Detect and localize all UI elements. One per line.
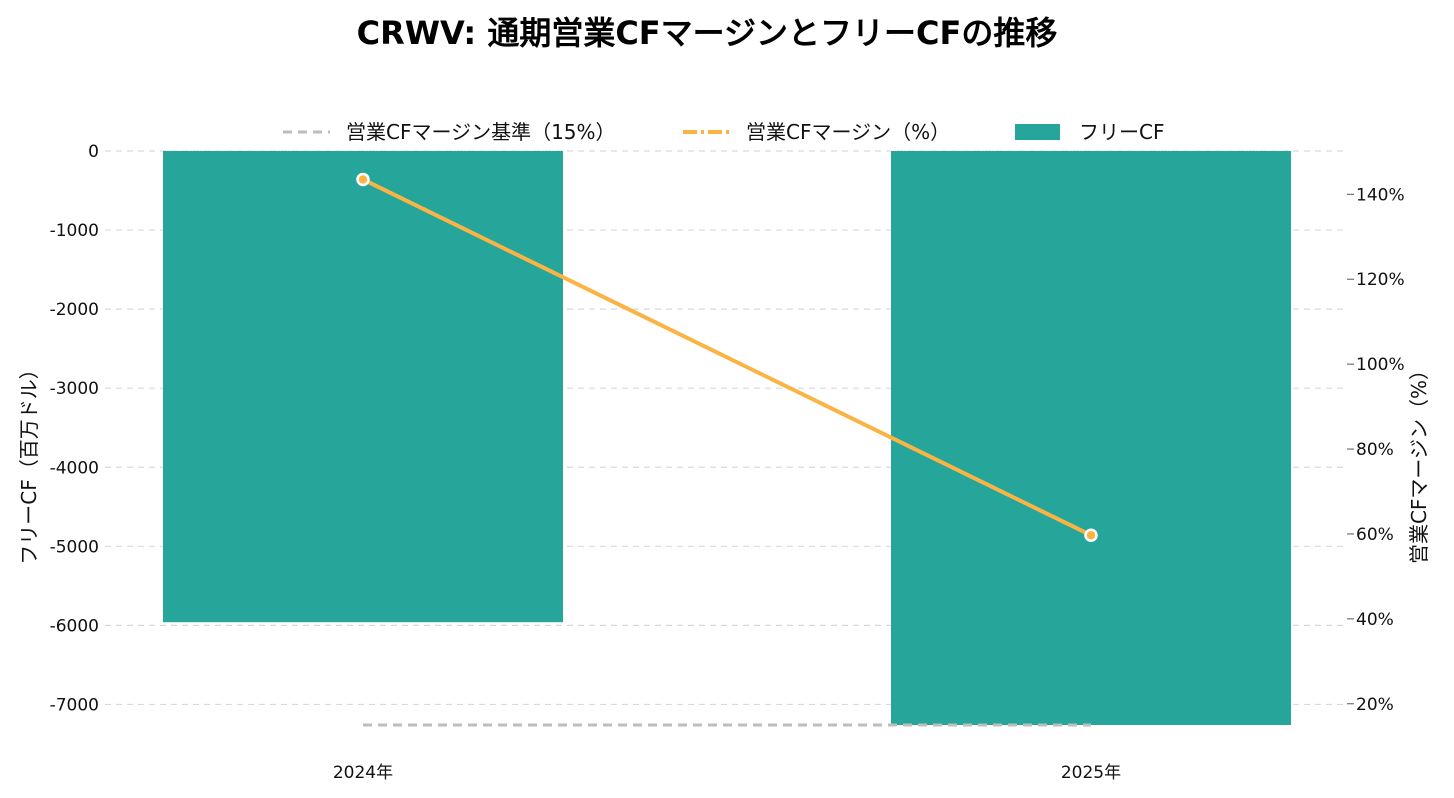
left-tick-label: -3000 — [50, 379, 99, 399]
legend: 営業CFマージン基準（15%） 営業CFマージン（%） フリーCF — [283, 120, 1164, 144]
x-tick-label: 2025年 — [1061, 763, 1121, 783]
right-tick-label: 100% — [1356, 355, 1405, 375]
right-tick-label: 80% — [1356, 440, 1394, 460]
left-tick-label: -5000 — [50, 537, 99, 557]
legend-item-margin: 営業CFマージン（%） — [683, 120, 950, 144]
legend-item-reference: 営業CFマージン基準（15%） — [283, 120, 616, 144]
legend-swatch-fcf — [1015, 124, 1060, 140]
chart-title: CRWV: 通期営業CFマージンとフリーCFの推移 — [356, 14, 1058, 52]
bar-2025年 — [891, 151, 1291, 725]
left-tick-label: -6000 — [50, 616, 99, 636]
right-tick-label: 20% — [1356, 695, 1394, 715]
bars — [163, 151, 1291, 725]
margin-line — [356, 172, 1098, 542]
left-tick-label: -7000 — [50, 695, 99, 715]
right-tick-label: 140% — [1356, 185, 1405, 205]
legend-label-margin: 営業CFマージン（%） — [746, 120, 950, 144]
right-axis-ticks: 20% 40% 60% 80% 100% 120% 140% — [1347, 185, 1405, 715]
right-tick-label: 120% — [1356, 270, 1405, 290]
right-tick-label: 60% — [1356, 525, 1394, 545]
right-tick-label: 40% — [1356, 610, 1394, 630]
legend-label-reference: 営業CFマージン基準（15%） — [346, 120, 616, 144]
right-axis-label: 営業CFマージン（%） — [1407, 360, 1431, 564]
margin-point-2025年 — [1084, 528, 1098, 542]
margin-line-path — [362, 177, 1092, 538]
left-axis-ticks: 0 -1000 -2000 -3000 -4000 -5000 -6000 -7000 — [50, 142, 99, 715]
legend-item-fcf: フリーCF — [1015, 120, 1164, 144]
left-tick-label: -4000 — [50, 458, 99, 478]
x-axis-ticks: 2024年 2025年 — [333, 763, 1121, 783]
margin-point-2024年 — [356, 172, 370, 187]
legend-label-fcf: フリーCF — [1079, 120, 1164, 144]
left-tick-label: 0 — [88, 142, 99, 162]
left-axis-label: フリーCF（百万ドル） — [17, 359, 41, 564]
left-tick-label: -1000 — [50, 221, 99, 241]
left-tick-label: -2000 — [50, 300, 99, 320]
bar-2024年 — [163, 151, 563, 623]
x-tick-label: 2024年 — [333, 763, 393, 783]
